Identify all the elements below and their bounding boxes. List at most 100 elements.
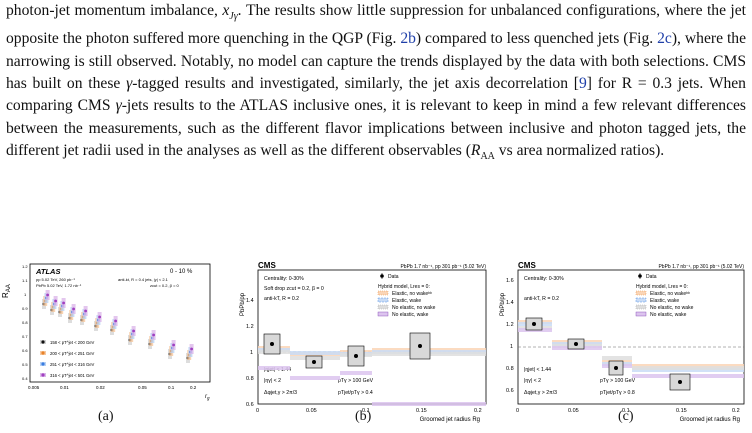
atlas-legend: 158 < pT^jet < 200 GeV 200 < pT^jet < 25… <box>40 340 95 378</box>
atlas-point <box>190 347 194 351</box>
atlas-point <box>84 309 87 313</box>
atlas-plot: RAA ATLAS 0 - 10 % pp 5.02 TeV, 260 pb⁻¹… <box>1 263 211 401</box>
svg-text:0.8: 0.8 <box>506 366 514 372</box>
cms-b-header: PbPb 1.7 nb⁻¹, pp 301 pb⁻¹ (5.02 TeV) <box>400 264 486 270</box>
math-gamma-1: γ <box>126 75 133 92</box>
svg-text:1.4: 1.4 <box>246 298 254 304</box>
cms-c-legend-2: Elastic, wake <box>650 298 679 304</box>
svg-text:0: 0 <box>256 408 259 414</box>
svg-text:0.05: 0.05 <box>138 385 147 390</box>
cms-b-algo: anti-kT, R = 0.2 <box>264 296 299 302</box>
svg-text:0.7: 0.7 <box>22 334 28 339</box>
svg-text:0.1: 0.1 <box>622 408 630 414</box>
atlas-legend-4: 316 < pT^jet < 501 GeV <box>50 373 95 378</box>
svg-text:1.6: 1.6 <box>506 278 514 284</box>
text-seg7: -jets results to the ATLAS inclusive one… <box>6 97 746 159</box>
svg-text:0.01: 0.01 <box>60 385 69 390</box>
text-seg2: . The results show little suppression fo… <box>6 2 746 48</box>
svg-text:0.02: 0.02 <box>96 385 105 390</box>
cms-b-model-band <box>290 351 340 355</box>
cms-c-point <box>574 342 578 346</box>
cms-b-model-band <box>290 376 340 380</box>
atlas-point <box>114 319 117 323</box>
cms-c-pt-gamma: pTγ > 100 GeV <box>600 378 636 384</box>
atlas-point <box>152 333 156 337</box>
svg-text:0.15: 0.15 <box>676 408 687 414</box>
cms-plot-c: CMS PbPb 1.7 nb⁻¹, pp 301 pb⁻¹ (5.02 TeV… <box>500 261 745 423</box>
svg-text:0: 0 <box>516 408 519 414</box>
figure-ref-2c[interactable]: 2c <box>657 30 672 48</box>
cms-c-legend-model: Hybrid model, Lres = 0: <box>636 284 688 290</box>
cms-b-pt-gamma: pTγ > 100 GeV <box>338 378 374 384</box>
atlas-point <box>72 307 75 311</box>
svg-text:0.15: 0.15 <box>416 408 427 414</box>
svg-text:0.8: 0.8 <box>246 376 254 382</box>
cms-b-legend-data: Data <box>388 274 399 280</box>
caption-b: (b) <box>355 409 372 424</box>
cms-c-xlabel: Groomed jet radius Rg <box>680 417 740 423</box>
svg-text:0.05: 0.05 <box>306 408 317 414</box>
cms-plot-b: CMS PbPb 1.7 nb⁻¹, pp 301 pb⁻¹ (5.02 TeV… <box>240 261 487 423</box>
cms-c-point <box>614 366 618 370</box>
svg-text:0.6: 0.6 <box>506 388 514 394</box>
citation-ref-9[interactable]: 9 <box>578 75 587 92</box>
text-seg4: ), where the narrowing is still observed… <box>6 30 746 92</box>
cms-c-legend-data: Data <box>646 274 657 280</box>
cms-c-centrality: Centrality: 0-30% <box>524 276 564 282</box>
cms-b-xjg: pTjet/pTγ > 0.4 <box>338 390 373 396</box>
atlas-xticks: 0.005 0.01 0.02 0.05 0.1 0.2 <box>28 385 197 390</box>
cms-b-point <box>270 342 274 346</box>
svg-text:1: 1 <box>24 292 27 297</box>
svg-text:0.8: 0.8 <box>22 320 28 325</box>
atlas-point <box>172 343 176 347</box>
cms-b-xticks: 0 0.05 0.1 0.15 0.2 <box>256 408 482 414</box>
atlas-lumi-pp: pp 5.02 TeV, 260 pb⁻¹ <box>36 277 75 282</box>
cms-c-brand: CMS <box>518 261 536 270</box>
atlas-data-points <box>42 290 194 363</box>
atlas-centrality: 0 - 10 % <box>170 269 193 275</box>
cms-b-model-band <box>258 366 290 370</box>
cms-b-legend-4: No elastic, wake <box>392 312 429 318</box>
text-seg3: ) compared to less quenched jets (Fig. <box>415 30 658 48</box>
cms-c-legend-4: No elastic, wake <box>650 312 687 318</box>
math-sub-jg: Jγ <box>229 11 238 23</box>
cms-c-xjg: pTjet/pTγ > 0.8 <box>600 390 635 396</box>
atlas-ylabel: RAA <box>1 284 12 298</box>
svg-text:0.1: 0.1 <box>362 408 370 414</box>
figure-panel-a: RAA ATLAS 0 - 10 % pp 5.02 TeV, 260 pb⁻¹… <box>0 258 230 406</box>
cms-c-data-points <box>525 317 691 391</box>
cms-b-softdrop: Soft drop zcut = 0.2, β = 0 <box>264 286 324 292</box>
atlas-zcut: zcut = 0.2, β = 0 <box>150 283 180 288</box>
cms-b-brand: CMS <box>258 261 276 270</box>
math-R: R <box>470 141 481 159</box>
cms-c-algo: anti-kT, R = 0.2 <box>524 296 559 302</box>
svg-text:1.2: 1.2 <box>246 324 254 330</box>
cms-b-xlabel: Groomed jet radius Rg <box>420 417 480 423</box>
math-gamma-2: γ <box>115 97 122 115</box>
cms-c-yticks: 1.6 1.4 1.2 1 0.8 0.6 <box>506 278 514 394</box>
cms-c-ylabel: PbPb/pp <box>500 292 506 316</box>
caption-a: (a) <box>98 409 114 424</box>
cms-b-eta-gamma: |ηγ| < 2 <box>264 378 281 384</box>
atlas-point <box>46 293 49 297</box>
atlas-point <box>98 315 101 319</box>
svg-text:0.2: 0.2 <box>732 408 740 414</box>
figure-panel-c: CMS PbPb 1.7 nb⁻¹, pp 301 pb⁻¹ (5.02 TeV… <box>492 258 750 426</box>
svg-text:0.005: 0.005 <box>28 385 40 390</box>
atlas-jets: anti-kt, R = 0.4 jets, |y| < 2.1 <box>118 277 169 282</box>
cms-c-eta-jet: |ηjet| < 1.44 <box>524 367 551 373</box>
cms-b-point <box>312 360 316 364</box>
atlas-legend-2: 200 < pT^jet < 251 GeV <box>50 351 95 356</box>
svg-text:0.4: 0.4 <box>22 376 28 381</box>
figure-ref-2b[interactable]: 2b <box>400 30 416 48</box>
cms-b-dphi: Δφjet,γ > 2π/3 <box>264 390 297 396</box>
cms-b-point <box>418 344 422 348</box>
svg-text:0.5: 0.5 <box>22 362 28 367</box>
svg-text:1.2: 1.2 <box>22 264 28 269</box>
cms-c-point <box>678 380 682 384</box>
figure-panel-b: CMS PbPb 1.7 nb⁻¹, pp 301 pb⁻¹ (5.02 TeV… <box>230 258 492 426</box>
svg-text:0.6: 0.6 <box>22 348 28 353</box>
svg-text:0.1: 0.1 <box>168 385 175 390</box>
atlas-xlabel: rg <box>205 394 210 401</box>
atlas-brand: ATLAS <box>35 267 60 276</box>
